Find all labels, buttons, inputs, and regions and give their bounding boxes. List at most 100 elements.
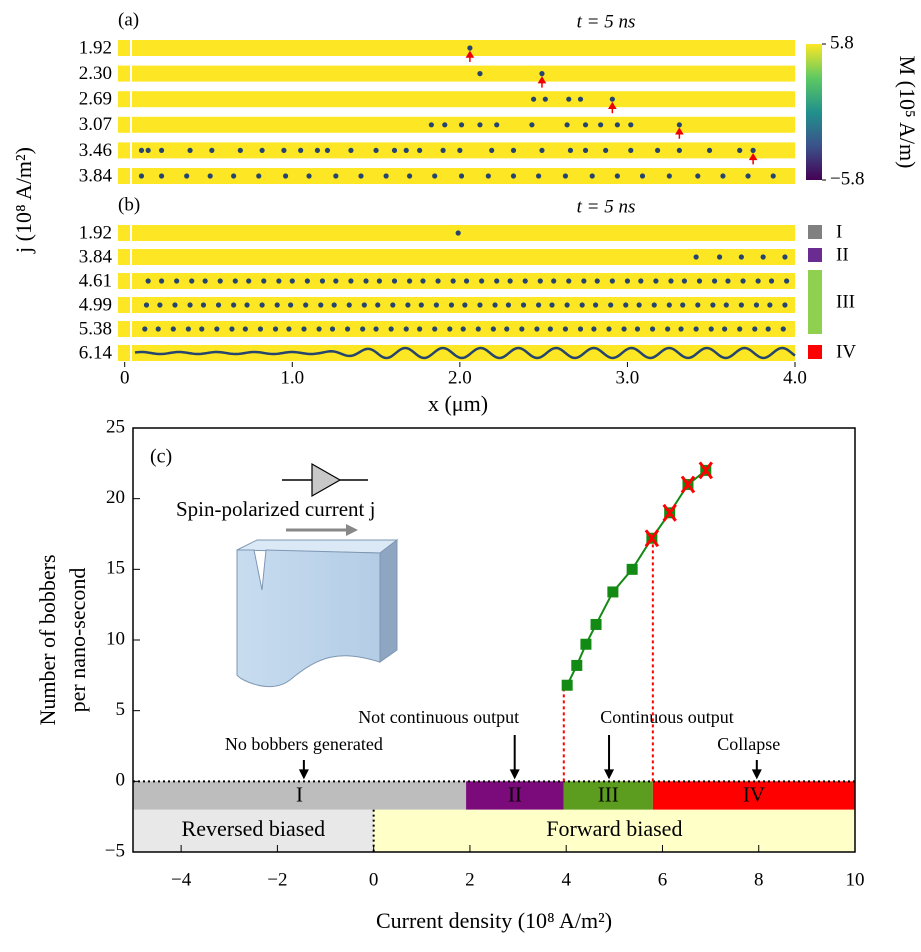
strip: [118, 168, 795, 184]
first-bobber-arrow: [537, 76, 547, 88]
bobber-dot: [155, 326, 161, 332]
bobber-dot: [722, 326, 728, 332]
data-point: [580, 638, 592, 650]
bobber-dot: [564, 302, 570, 308]
panel-label: (b): [118, 194, 140, 215]
row-label: 5.38: [79, 318, 112, 339]
bobber-dot: [376, 278, 383, 284]
bobber-dot: [547, 326, 553, 332]
data-point: [607, 586, 619, 598]
bobber-dot: [695, 173, 701, 179]
bobber-dot: [477, 122, 483, 128]
bobber-dot: [489, 147, 495, 153]
bobber-dot: [306, 173, 312, 179]
bobber-dot: [716, 254, 723, 260]
row-label: 4.99: [79, 294, 112, 315]
bobber-dot: [750, 147, 756, 153]
bobber-dot: [505, 302, 512, 308]
bobber-dot: [636, 302, 642, 308]
bobber-dot: [318, 302, 324, 308]
phase-region: [133, 781, 467, 810]
strip: [118, 321, 795, 337]
bobber-dot: [333, 173, 339, 179]
bobber-dot: [666, 173, 672, 179]
bobber-dot: [433, 302, 439, 308]
bobber-dot: [463, 278, 470, 284]
bobber-dot: [693, 254, 699, 260]
strip: [118, 249, 795, 265]
bobber-dot: [145, 278, 151, 284]
y-tick-label: 0: [116, 770, 126, 791]
x-tick-label: −2: [267, 869, 287, 890]
bobber-dot: [331, 302, 337, 308]
bobber-dot: [537, 278, 543, 284]
bobber-dot: [608, 302, 614, 308]
bobber-dot: [428, 122, 434, 128]
bobber-dot: [591, 326, 597, 332]
strip: [118, 116, 795, 133]
bobber-dot: [467, 45, 473, 51]
bobber-dot: [432, 326, 438, 332]
x-tick-label: 2.0: [448, 367, 472, 388]
y-tick-label: 25: [106, 416, 125, 437]
annotation: Continuous output: [600, 707, 734, 727]
bobber-dot: [257, 326, 264, 332]
bobber-dot: [172, 302, 178, 308]
x-tick-label: 8: [754, 869, 764, 890]
collapse-marker: [680, 475, 696, 494]
bobber-dot: [723, 302, 729, 308]
bobber-dot: [711, 278, 718, 284]
bobber-dot: [143, 302, 150, 308]
phase-legend-label: I: [836, 221, 842, 242]
bobber-dot: [738, 302, 744, 308]
bobber-dot: [765, 326, 771, 332]
bobber-dot: [417, 147, 423, 153]
bobber-dot: [170, 326, 176, 332]
bobber-dot: [706, 147, 713, 153]
phase-swatch: [808, 270, 822, 334]
y-tick-label: 15: [106, 558, 125, 579]
bobber-dot: [768, 278, 775, 284]
bobber-dot: [529, 122, 535, 128]
x-tick-label: 10: [846, 869, 865, 890]
bobber-dot: [157, 302, 163, 308]
bobber-dot: [209, 147, 215, 153]
bobber-dot: [638, 278, 644, 284]
bobber-dot: [562, 173, 569, 179]
bobber-dot: [737, 326, 743, 332]
bobber-dot: [244, 302, 250, 308]
bobber-dot: [329, 326, 336, 332]
bobber-dot: [668, 278, 674, 284]
bobber-dot: [603, 147, 609, 153]
strip: [118, 297, 795, 313]
strip: [118, 142, 795, 159]
bobber-dot: [185, 326, 191, 332]
phase-label: I: [296, 782, 303, 806]
strip: [118, 65, 795, 82]
bobber-dot: [564, 122, 570, 128]
bobber-dot: [145, 147, 151, 153]
bobber-dot: [494, 122, 500, 128]
strip: [118, 91, 795, 108]
collapse-wave: [134, 346, 796, 360]
bobber-dot: [388, 326, 394, 332]
bobber-dot: [231, 173, 237, 179]
bobber-dot: [375, 302, 381, 308]
annotation: Collapse: [717, 734, 780, 754]
bobber-dot: [158, 278, 165, 284]
bobber-dot: [539, 147, 545, 153]
bobber-dot: [725, 278, 731, 284]
bobber-dot: [361, 302, 367, 308]
bobber-dot: [653, 278, 659, 284]
bobber-dot: [522, 278, 528, 284]
annotation-arrowhead: [751, 769, 762, 780]
bobber-dot: [432, 173, 438, 179]
bobber-dot: [316, 326, 322, 332]
y-tick-label: 5: [116, 699, 126, 720]
y-tick-label: 20: [106, 487, 125, 508]
bobber-dot: [231, 302, 237, 308]
data-point: [561, 679, 573, 691]
y-axis-label: Number of bobbers: [35, 554, 60, 725]
phase-legend-label: II: [836, 244, 849, 265]
phase-region: [466, 781, 564, 810]
